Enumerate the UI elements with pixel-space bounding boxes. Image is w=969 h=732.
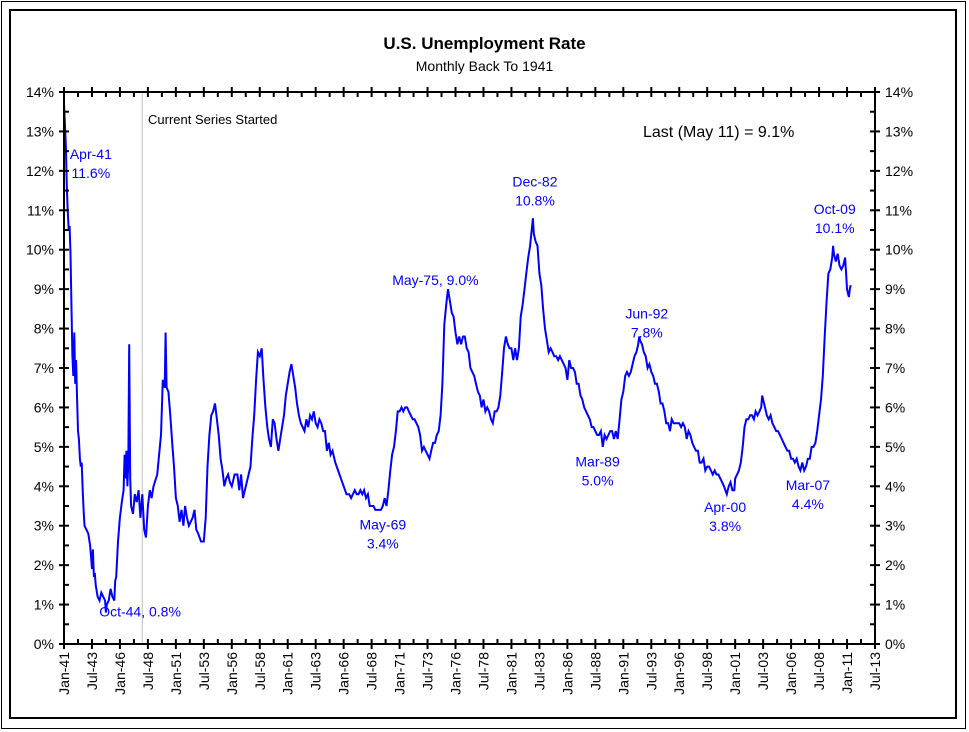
annotation-label: May-69: [359, 517, 406, 533]
y-tick-label-left: 0%: [34, 636, 54, 652]
y-tick-label-left: 14%: [26, 84, 54, 100]
annotation-label: 7.8%: [631, 325, 663, 341]
y-tick-label-left: 1%: [34, 597, 54, 613]
y-tick-label-right: 3%: [885, 518, 905, 534]
annotation-label: 3.4%: [367, 536, 399, 552]
y-tick-label-right: 13%: [885, 123, 913, 139]
y-tick-label-right: 9%: [885, 281, 905, 297]
x-tick-label: Jan-96: [671, 652, 687, 695]
chart-title: U.S. Unemployment Rate: [383, 34, 586, 53]
x-tick-label: Jan-01: [727, 652, 743, 695]
reference-line-label: Current Series Started: [148, 112, 277, 127]
y-tick-label-left: 8%: [34, 321, 54, 337]
x-tick-label: Jul-98: [699, 652, 715, 690]
annotation-label: Oct-44, 0.8%: [99, 603, 181, 619]
x-tick-label: Jul-48: [140, 652, 156, 690]
annotation-label: Mar-07: [786, 477, 831, 493]
x-tick-label: Jan-56: [224, 652, 240, 695]
y-tick-label-left: 13%: [26, 123, 54, 139]
annotation-label: May-75, 9.0%: [392, 272, 478, 288]
y-tick-label-left: 9%: [34, 281, 54, 297]
x-tick-label: Jul-53: [196, 652, 212, 690]
chart-subtitle: Monthly Back To 1941: [415, 58, 554, 74]
x-tick-label: Jul-78: [475, 652, 491, 690]
y-tick-label-left: 11%: [27, 202, 54, 218]
y-tick-label-left: 12%: [26, 163, 54, 179]
y-tick-label-right: 14%: [885, 84, 913, 100]
x-tick-label: Jan-91: [615, 652, 631, 695]
x-tick-label: Jul-58: [252, 652, 268, 690]
y-tick-label-right: 8%: [885, 321, 905, 337]
series-group: [63, 103, 852, 613]
annotation-label: Apr-41: [70, 146, 112, 162]
annotations-group: Apr-41 11.6% Oct-44, 0.8% May-69 3.4% May-75,…: [70, 146, 856, 619]
x-tick-label: Jan-86: [559, 652, 575, 695]
x-tick-label: Jan-11: [839, 652, 855, 694]
x-tick-label: Jul-13: [867, 652, 883, 690]
x-tick-label: Jul-88: [587, 652, 603, 690]
series-line: [63, 103, 852, 613]
x-tick-label: Jan-41: [56, 652, 72, 695]
y-tick-label-left: 2%: [34, 557, 54, 573]
annotation-label: 3.8%: [709, 518, 741, 534]
x-tick-label: Jul-83: [531, 652, 547, 690]
annotation-label: 10.8%: [515, 193, 555, 209]
x-tick-label: Jan-06: [783, 652, 799, 695]
y-tick-label-left: 4%: [34, 478, 54, 494]
y-tick-label-right: 2%: [885, 557, 905, 573]
annotation-label: 11.6%: [72, 165, 111, 181]
annotation-label: Oct-09: [814, 201, 856, 217]
y-tick-label-right: 5%: [885, 439, 905, 455]
last-value-note: Last (May 11) = 9.1%: [643, 124, 794, 141]
x-tick-label: Jul-03: [755, 652, 771, 690]
annotation-label: Apr-00: [704, 499, 746, 515]
x-tick-label: Jul-43: [84, 652, 100, 690]
annotation-label: 4.4%: [792, 496, 824, 512]
axes-group: 0% 0% 1% 1% 2% 2% 3% 3% 4% 4% 5% 5% 6% 6% 7% 7% 8% 8% 9% 9%…: [26, 84, 913, 695]
x-tick-label: Jan-66: [336, 652, 352, 695]
y-tick-label-left: 5%: [34, 439, 54, 455]
x-tick-label: Jul-68: [364, 652, 380, 690]
y-tick-label-right: 4%: [885, 478, 905, 494]
annotation-label: Jun-92: [625, 306, 668, 322]
x-tick-label: Jul-63: [308, 652, 324, 690]
annotation-label: 10.1%: [815, 220, 855, 236]
x-tick-label: Jul-08: [811, 652, 827, 690]
y-tick-label-right: 10%: [885, 242, 913, 258]
x-tick-label: Jan-76: [448, 652, 464, 695]
y-tick-label-right: 6%: [885, 399, 905, 415]
x-tick-label: Jul-93: [643, 652, 659, 690]
y-tick-label-right: 1%: [885, 597, 905, 613]
x-tick-label: Jan-81: [503, 652, 519, 695]
y-tick-label-left: 10%: [26, 242, 54, 258]
y-tick-label-left: 7%: [34, 360, 54, 376]
y-tick-label-right: 11%: [885, 202, 912, 218]
x-tick-label: Jul-73: [420, 652, 436, 690]
x-tick-label: Jan-71: [392, 652, 408, 695]
x-tick-label: Jan-51: [168, 652, 184, 695]
x-tick-label: Jan-46: [112, 652, 128, 695]
y-tick-label-right: 7%: [885, 360, 905, 376]
annotation-label: Mar-89: [575, 454, 620, 470]
annotation-label: Dec-82: [512, 174, 557, 190]
y-tick-label-right: 0%: [885, 636, 905, 652]
y-tick-label-right: 12%: [885, 163, 913, 179]
annotation-label: 5.0%: [582, 473, 614, 489]
x-tick-label: Jan-61: [280, 652, 296, 695]
chart-frame: [9, 9, 957, 719]
y-tick-label-left: 3%: [34, 518, 54, 534]
y-tick-label-left: 6%: [34, 399, 54, 415]
